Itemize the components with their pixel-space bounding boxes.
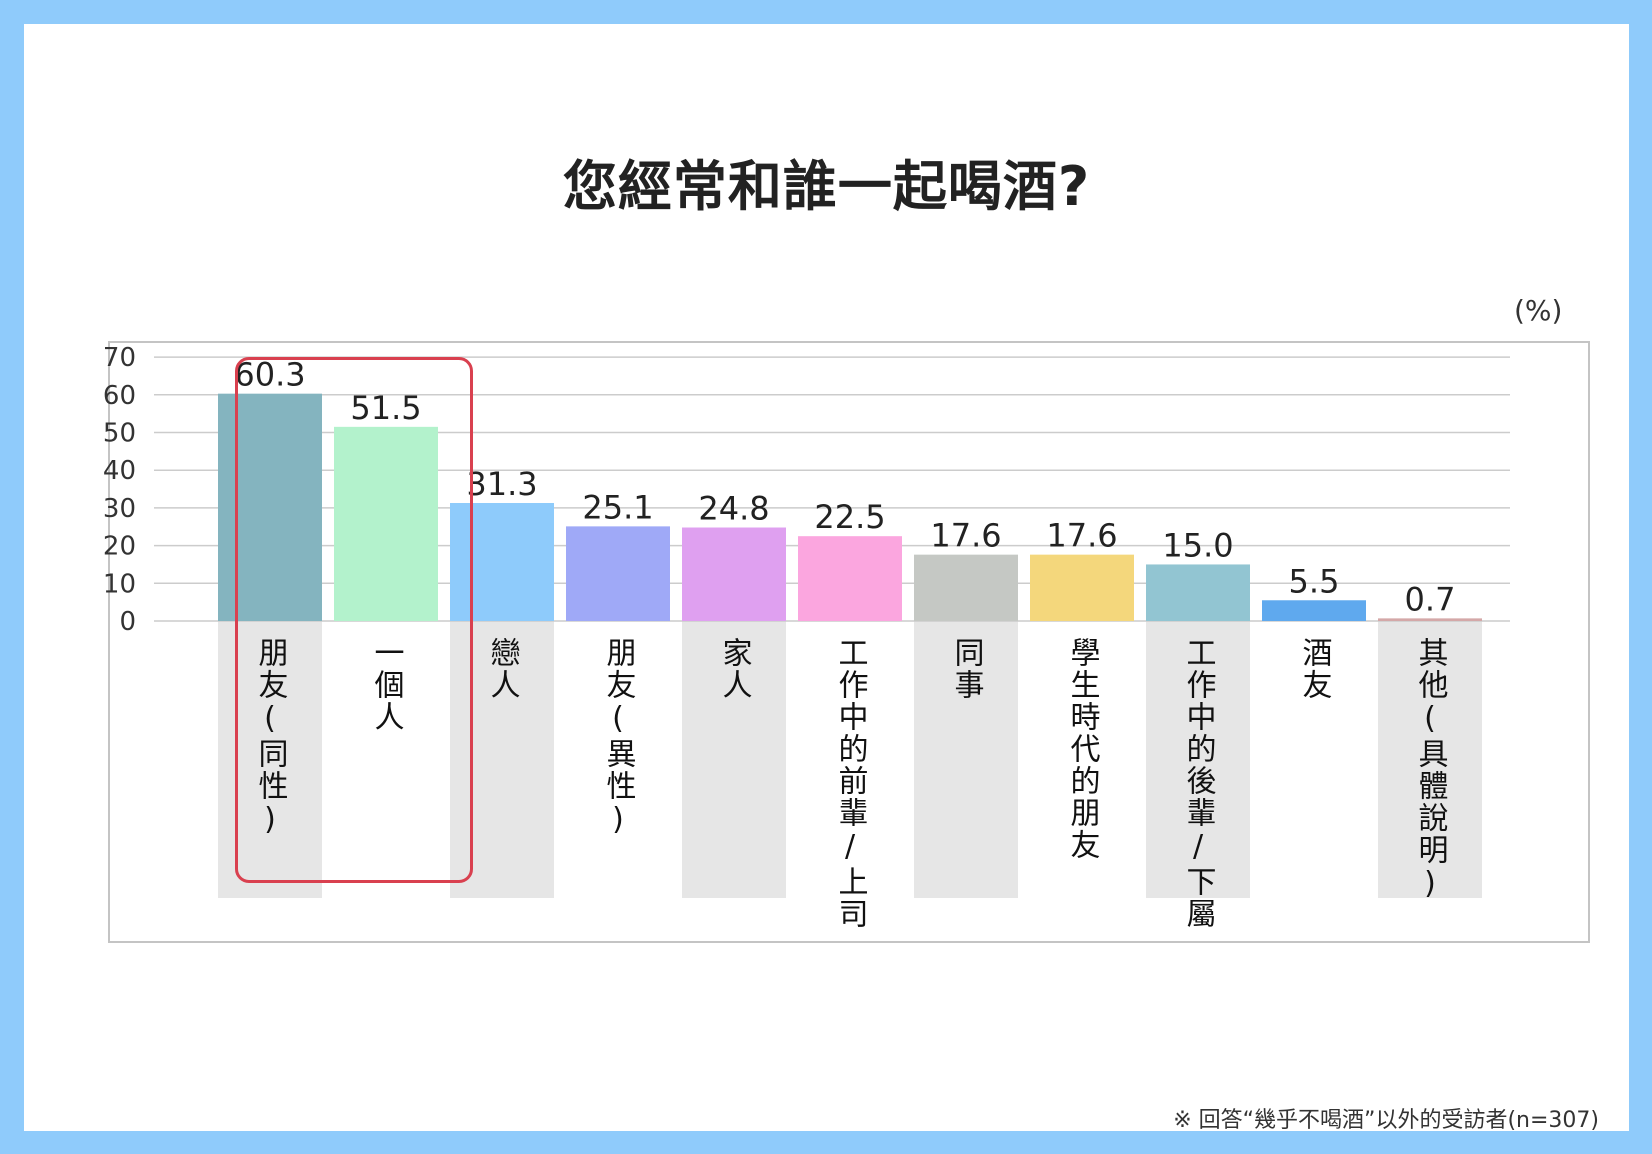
bar — [566, 526, 670, 621]
category-label: 戀人 — [485, 637, 520, 701]
data-label: 17.6 — [930, 517, 1001, 555]
bar — [682, 527, 786, 621]
category-label: 酒友 — [1297, 637, 1332, 701]
data-label: 25.1 — [582, 488, 653, 526]
y-tick-label: 10 — [103, 569, 136, 599]
y-tick-label: 0 — [119, 607, 136, 637]
data-label: 31.3 — [466, 465, 537, 503]
bar — [1262, 600, 1366, 621]
bar — [1378, 618, 1482, 621]
bar — [1146, 564, 1250, 621]
label-band — [914, 621, 1018, 898]
category-label: 學生時代的朋友 — [1065, 637, 1101, 861]
bar — [450, 502, 554, 621]
category-label: 家人 — [717, 637, 752, 701]
category-label: 工作中的前輩/上司 — [833, 637, 868, 930]
y-tick-label: 70 — [103, 343, 136, 373]
chart-card: 您經常和誰一起喝酒? (%) 0 10 20 30 40 50 60 70 60.3 朋友(同性)… — [24, 24, 1629, 1133]
label-band — [450, 621, 554, 898]
bar — [334, 426, 438, 621]
label-band — [1146, 621, 1250, 898]
data-label: 24.8 — [698, 490, 769, 528]
y-tick-label: 50 — [103, 419, 136, 449]
data-label: 22.5 — [814, 498, 885, 536]
label-band — [682, 621, 786, 898]
category-label: 一個人 — [369, 637, 405, 733]
data-label: 5.5 — [1289, 562, 1340, 600]
bar — [914, 554, 1018, 621]
category-label: 同事 — [949, 637, 984, 701]
y-tick-label: 60 — [103, 381, 136, 411]
y-tick-label: 20 — [103, 532, 136, 562]
chart-border — [108, 341, 1590, 943]
highlight-box — [235, 357, 473, 883]
label-band — [1378, 621, 1482, 898]
data-label: 17.6 — [1046, 517, 1117, 555]
bar — [798, 536, 902, 621]
y-tick-label: 40 — [103, 456, 136, 486]
data-label: 51.5 — [350, 389, 421, 427]
data-label: 0.7 — [1405, 580, 1456, 618]
data-label: 15.0 — [1162, 526, 1233, 564]
y-tick-label: 30 — [103, 494, 136, 524]
category-label: 其他(具體說明) — [1413, 637, 1449, 903]
chart-title: 您經常和誰一起喝酒? — [562, 155, 1091, 218]
bar — [1030, 554, 1134, 621]
footnote: ※ 回答“幾乎不喝酒”以外的受訪者(n=307) — [1173, 1108, 1599, 1133]
category-label: 朋友(同性) — [253, 637, 289, 839]
category-label: 朋友(異性) — [601, 637, 637, 839]
unit-label: (%) — [1514, 294, 1563, 327]
category-label: 工作中的後輩/下屬 — [1181, 637, 1217, 930]
